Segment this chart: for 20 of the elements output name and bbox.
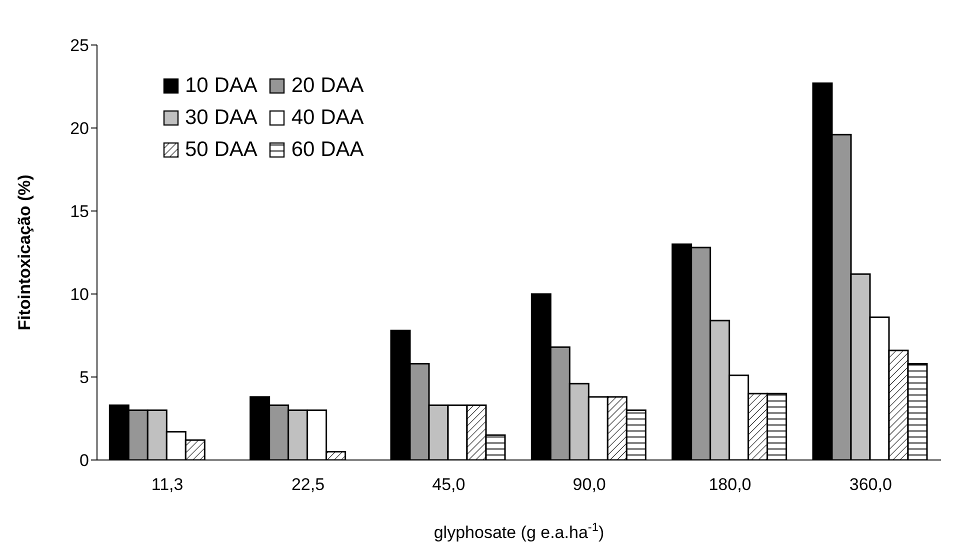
y-tick-label: 20: [70, 119, 89, 138]
y-tick-label: 0: [80, 451, 89, 470]
x-tick-label: 22,5: [291, 475, 325, 494]
x-tick-label: 45,0: [432, 475, 466, 494]
legend-label: 10 DAA: [185, 74, 258, 98]
x-axis-title: glyphosate (g e.a.ha$^{-1}$): [434, 520, 604, 542]
x-tick-label: 180,0: [708, 475, 752, 494]
x-tick-label: 90,0: [572, 475, 606, 494]
y-tick-label: 25: [70, 36, 89, 56]
y-tick-label: 10: [70, 285, 89, 304]
legend-label: 30 DAA: [185, 106, 258, 130]
legend-label: 60 DAA: [291, 138, 364, 162]
y-tick-label: 5: [80, 368, 89, 388]
x-tick-label: 360,0: [849, 475, 892, 494]
legend-label: 20 DAA: [291, 74, 364, 98]
y-tick-label: 15: [70, 202, 89, 222]
y-axis-title: Fitointoxicação (%): [15, 174, 34, 330]
legend-label: 40 DAA: [291, 106, 364, 130]
x-tick-label: 11,3: [151, 475, 184, 494]
legend-label: 50 DAA: [185, 138, 258, 162]
